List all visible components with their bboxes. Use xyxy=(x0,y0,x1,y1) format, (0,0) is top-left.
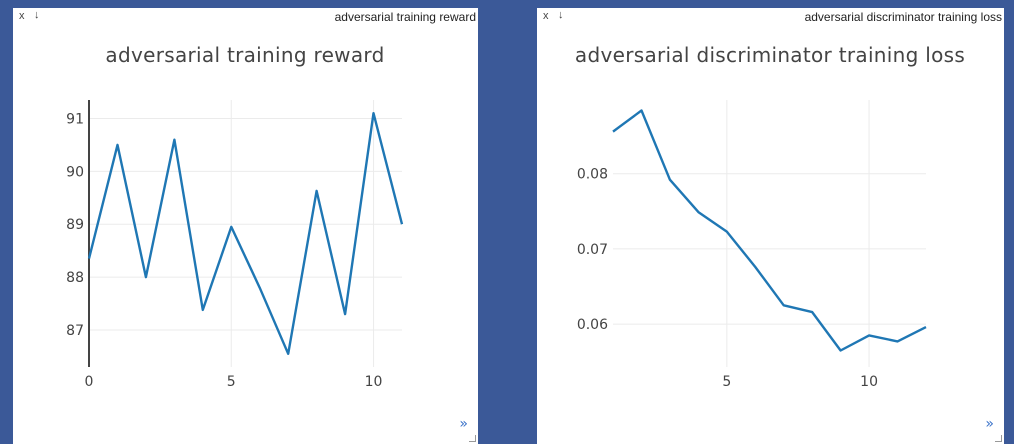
x-tick-label: 5 xyxy=(722,374,731,390)
expand-icon[interactable]: » xyxy=(985,416,994,432)
y-tick-label: 91 xyxy=(66,112,84,128)
y-tick-label: 90 xyxy=(66,164,84,180)
y-tick-label: 0.06 xyxy=(577,317,608,333)
resize-handle[interactable] xyxy=(469,435,476,442)
close-icon[interactable]: x xyxy=(19,10,25,22)
chart-title: adversarial discriminator training loss xyxy=(575,43,965,67)
panel-titlebar: x ↓ adversarial training reward xyxy=(13,8,478,26)
series-line[interactable] xyxy=(612,109,927,352)
y-tick-label: 89 xyxy=(66,217,84,233)
x-tick-label: 10 xyxy=(860,374,878,390)
reward-chart-panel: x ↓ adversarial training reward 0 5 10 87 88… xyxy=(13,8,478,444)
x-tick-label: 10 xyxy=(365,374,383,390)
y-tick-label: 88 xyxy=(66,270,84,286)
reward-line-chart[interactable]: 0 5 10 87 88 89 90 91 adversarial training rewar… xyxy=(13,8,478,444)
download-icon[interactable]: ↓ xyxy=(34,9,40,21)
panel-window-title: adversarial discriminator training loss xyxy=(804,10,1002,24)
chart-title: adversarial training reward xyxy=(105,43,384,67)
expand-icon[interactable]: » xyxy=(459,416,468,432)
loss-chart-panel: x ↓ adversarial discriminator training l… xyxy=(537,8,1004,444)
y-tick-label: 0.08 xyxy=(577,167,608,183)
close-icon[interactable]: x xyxy=(543,10,549,22)
x-tick-label: 5 xyxy=(227,374,236,390)
download-icon[interactable]: ↓ xyxy=(558,9,564,21)
y-tick-label: 0.07 xyxy=(577,242,608,258)
resize-handle[interactable] xyxy=(995,435,1002,442)
loss-line-chart[interactable]: 5 10 0.06 0.07 0.08 adversarial discriminator… xyxy=(537,8,1004,444)
y-tick-label: 87 xyxy=(66,323,84,339)
x-tick-label: 0 xyxy=(85,374,94,390)
series-line[interactable] xyxy=(87,111,404,355)
panel-window-title: adversarial training reward xyxy=(334,10,476,24)
panel-titlebar: x ↓ adversarial discriminator training l… xyxy=(537,8,1004,26)
